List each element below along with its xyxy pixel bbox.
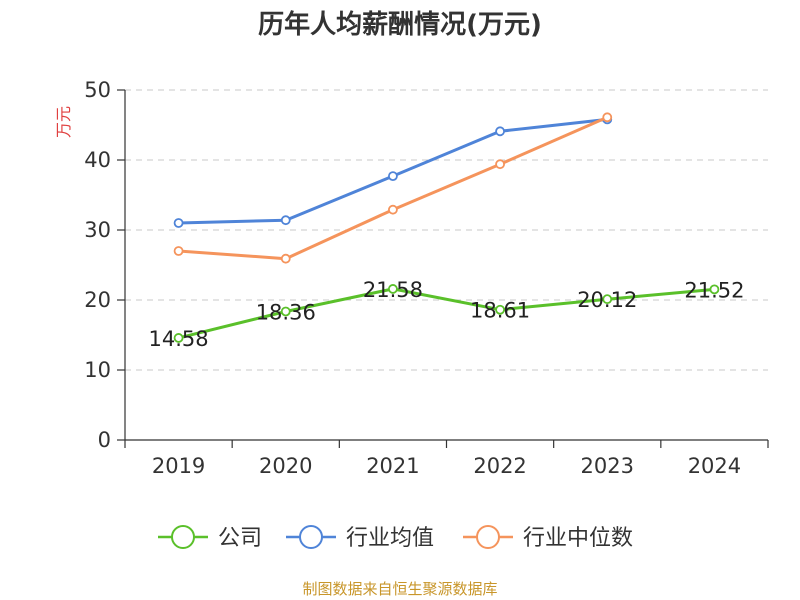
- source-footer: 制图数据来自恒生聚源数据库: [302, 580, 497, 598]
- data-label: 18.36: [256, 300, 316, 324]
- y-tick-label: 0: [98, 428, 111, 452]
- legend[interactable]: 公司 行业均值 行业中位数: [158, 525, 633, 551]
- series-line-0: [177, 287, 716, 340]
- data-label: 21.58: [363, 278, 423, 302]
- y-tick-label: 10: [84, 358, 111, 382]
- data-point: [388, 171, 398, 182]
- data-point: [280, 215, 291, 226]
- x-tick-label: 2019: [152, 454, 205, 478]
- y-tick-label: 20: [84, 288, 111, 312]
- data-point: [388, 204, 398, 215]
- data-point: [173, 333, 184, 343]
- data-point: [280, 253, 291, 264]
- data-point: [280, 306, 291, 317]
- data-point: [602, 294, 613, 305]
- legend-swatch-marker: [476, 525, 500, 549]
- data-point: [495, 159, 505, 170]
- data-point: [173, 218, 184, 228]
- data-point: [495, 304, 505, 315]
- data-point: [173, 246, 184, 256]
- data-label: 14.58: [149, 327, 209, 351]
- legend-label: 行业中位数: [523, 526, 633, 551]
- x-tick-label: 2020: [259, 454, 312, 478]
- x-tick-label: 2022: [473, 454, 526, 478]
- data-point: [602, 112, 613, 123]
- legend-item-0[interactable]: 公司: [158, 525, 262, 551]
- y-axis-label: 万元: [54, 106, 73, 138]
- y-tick-label: 30: [84, 218, 111, 242]
- legend-swatch-marker: [299, 525, 323, 549]
- legend-label: 行业均值: [346, 526, 434, 551]
- x-tick-label: 2021: [366, 454, 419, 478]
- data-label-layer: 14.58 18.36 21.58 18.61 20.12 21.52: [149, 278, 745, 351]
- data-point: [388, 284, 398, 294]
- x-tick-label: 2023: [581, 454, 634, 478]
- y-tick-label: 50: [84, 78, 111, 102]
- data-point: [495, 126, 505, 137]
- legend-label: 公司: [218, 526, 262, 551]
- data-label: 21.52: [684, 278, 744, 302]
- data-point: [709, 284, 720, 295]
- data-label: 20.12: [577, 288, 637, 312]
- legend-item-2[interactable]: 行业中位数: [463, 525, 633, 551]
- data-label: 18.61: [470, 299, 530, 323]
- legend-swatch-marker: [171, 525, 195, 549]
- axis-layer: 0 10 20 30 40 50 2019 2020 2021 2022 2023 2024: [84, 78, 769, 478]
- legend-item-1[interactable]: 行业均值: [286, 525, 434, 551]
- series-layer: [173, 112, 720, 343]
- series-line-2: [177, 115, 609, 261]
- chart-title: 历年人均薪酬情况(万元): [258, 9, 542, 40]
- y-tick-label: 40: [84, 148, 111, 172]
- x-tick-label: 2024: [688, 454, 741, 478]
